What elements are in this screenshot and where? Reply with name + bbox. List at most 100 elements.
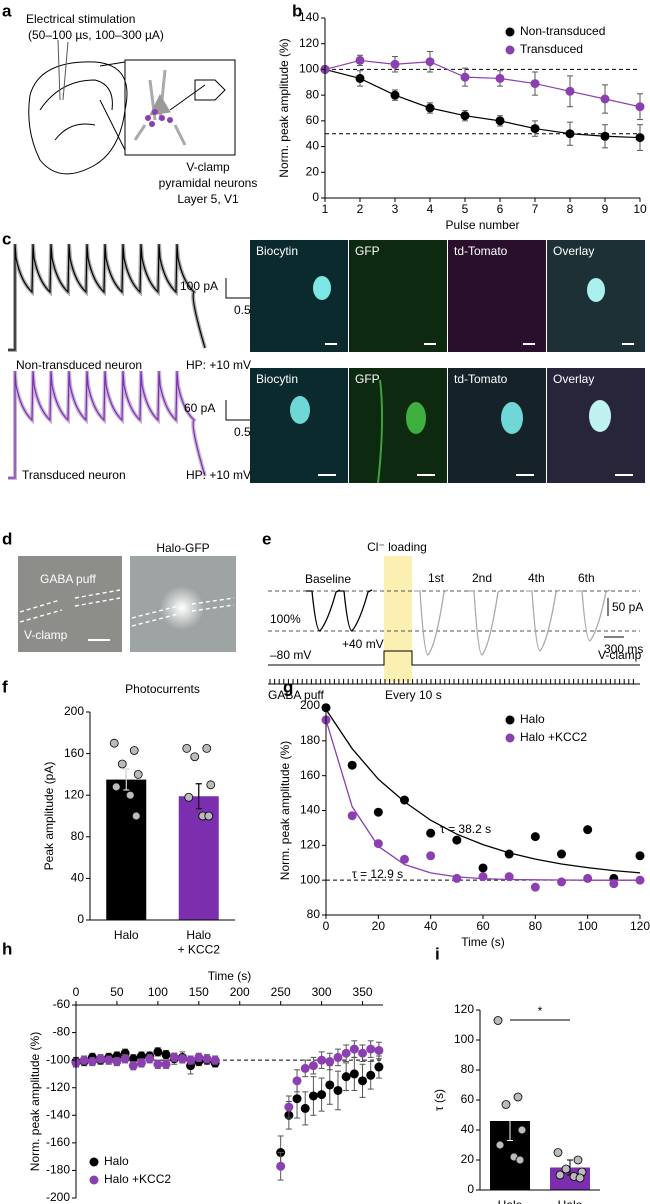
y-tick-label: 0 (312, 190, 319, 204)
x-tick-label: 100 (148, 985, 168, 999)
legend-marker (505, 733, 515, 743)
series-line (324, 68, 641, 139)
legend-label: Halo (104, 1154, 129, 1168)
label: V-clamp (186, 160, 230, 174)
x-tick-label: 0 (323, 919, 330, 933)
data-point (128, 1054, 138, 1064)
data-point (292, 1094, 302, 1104)
scale-label: 50 pA (612, 600, 643, 614)
data-point (366, 1070, 376, 1080)
data-point (184, 792, 194, 802)
data-point (276, 1161, 286, 1171)
data-point (355, 73, 365, 83)
panel-label: d (2, 529, 12, 548)
slice-images (18, 556, 236, 652)
x-tick-label: 5 (462, 202, 469, 216)
x-tick-label: 120 (630, 919, 650, 933)
x-tick-label: 4 (427, 202, 434, 216)
y-tick-label: -80 (53, 1025, 71, 1039)
x-tick-label: 0 (73, 985, 80, 999)
y-tick-label: 20 (461, 1152, 475, 1166)
y-tick-label: 0 (467, 1182, 474, 1196)
data-point (635, 102, 645, 112)
data-point (565, 86, 575, 96)
data-point (125, 790, 135, 800)
fit-curve (325, 709, 641, 874)
y-axis-label: τ (s) (432, 1089, 446, 1111)
data-point (425, 103, 435, 113)
y-tick-label: 60 (306, 113, 320, 127)
panel-label: f (2, 677, 8, 696)
data-point (530, 79, 540, 89)
data-point (635, 133, 645, 143)
data-point (120, 1054, 130, 1064)
scale-label: 100 pA (180, 279, 218, 293)
data-point (504, 872, 514, 882)
puff-ticks (268, 679, 640, 685)
data-point (300, 1103, 310, 1113)
data-point (573, 1155, 583, 1165)
data-point (145, 1054, 155, 1064)
series-line (324, 59, 641, 108)
data-point (504, 849, 514, 859)
data-point (161, 1059, 171, 1069)
x-tick-label: 3 (392, 202, 399, 216)
x-tick-label: 200 (230, 985, 250, 999)
x-axis-label: Time (s) (461, 935, 505, 949)
label: (50–100 µs, 100–300 µA) (28, 28, 164, 42)
y-tick-label: 40 (71, 871, 85, 885)
data-point (206, 780, 216, 790)
y-tick-label: 120 (64, 787, 84, 801)
label: 1st (428, 571, 445, 585)
data-point (300, 1063, 310, 1073)
label: 6th (578, 571, 595, 585)
data-point (373, 807, 383, 817)
y-tick-label: -160 (46, 1135, 70, 1149)
data-point (561, 1164, 571, 1174)
fit-curve (325, 719, 640, 881)
gaba-trace (526, 589, 561, 652)
data-point (204, 811, 214, 821)
gaba-trace (468, 589, 503, 656)
y-tick-label: 0 (77, 912, 84, 926)
data-point (635, 875, 645, 885)
data-point (460, 111, 470, 121)
data-point (333, 1052, 343, 1062)
caption: HP: +10 mV (186, 358, 251, 372)
y-tick-label: 20 (306, 164, 320, 178)
data-point (575, 1173, 585, 1183)
data-point (635, 851, 645, 861)
x-tick-label: 6 (497, 202, 504, 216)
gaba-trace (414, 589, 449, 656)
x-tick-label: 8 (567, 202, 574, 216)
data-point (136, 1051, 146, 1061)
legend-label: Halo (520, 712, 545, 726)
y-tick-label: 100 (299, 62, 319, 76)
data-point (600, 94, 610, 104)
data-point (600, 131, 610, 141)
data-point (292, 1076, 302, 1086)
label: V-clamp (598, 648, 642, 662)
label: Layer 5, V1 (177, 192, 239, 206)
data-point (390, 90, 400, 100)
y-tick-label: -120 (46, 1080, 70, 1094)
label: Every 10 s (385, 688, 442, 702)
image-label: V-clamp (24, 628, 68, 642)
data-point (347, 811, 357, 821)
slice-schematic (28, 39, 236, 175)
channel-label: Biocytin (256, 372, 298, 386)
data-point (308, 1061, 318, 1071)
data-point (425, 57, 435, 67)
image-label: GABA puff (40, 572, 96, 586)
data-point (400, 854, 409, 864)
y-tick-label: -180 (46, 1163, 70, 1177)
data-point (341, 1048, 351, 1058)
data-point (583, 825, 593, 835)
x-tick-label: 7 (532, 202, 539, 216)
y-tick-label: 40 (306, 139, 320, 153)
x-tick-label: 20 (372, 919, 386, 933)
y-tick-label: -140 (46, 1107, 70, 1121)
legend-marker (505, 45, 515, 55)
gaba-trace (306, 589, 341, 632)
